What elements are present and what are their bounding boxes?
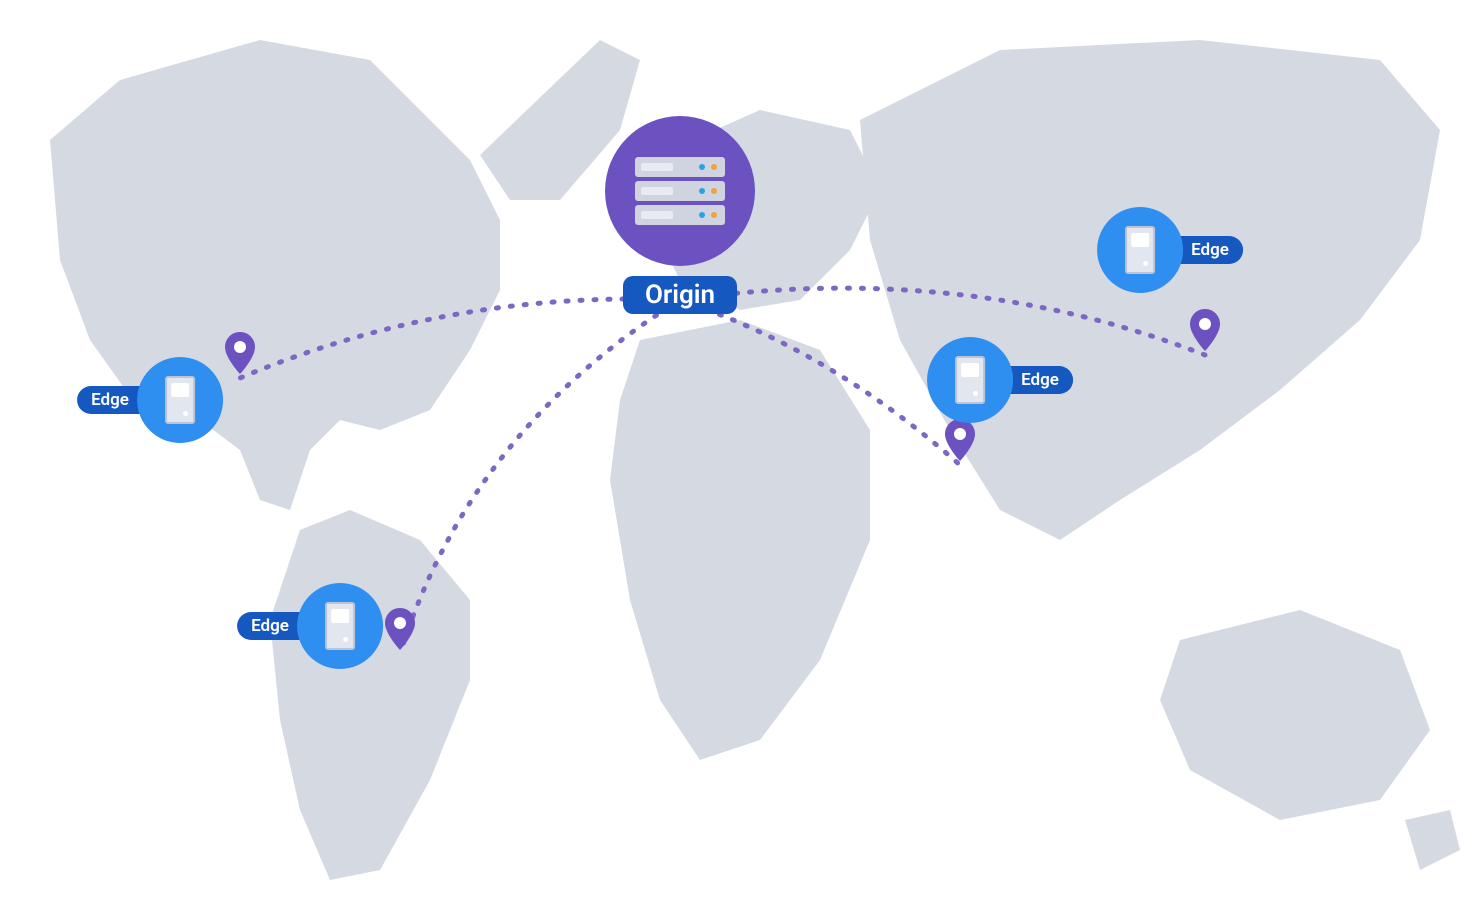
continent-africa (610, 320, 870, 760)
continent-south-america (270, 510, 470, 880)
edge-node-edge-japan: Edge (1097, 207, 1243, 293)
edge-server-icon (325, 602, 355, 650)
origin-node: Origin (605, 116, 755, 314)
cdn-world-diagram: Edge Edge Edge Edge Origin (0, 0, 1480, 919)
server-rack-icon (635, 157, 725, 225)
edge-server-icon (955, 356, 985, 404)
edge-circle (1097, 207, 1183, 293)
map-pin-pin-india (945, 419, 975, 465)
origin-circle (605, 116, 755, 266)
edge-server-icon (1125, 226, 1155, 274)
edge-circle (137, 357, 223, 443)
edge-node-edge-india: Edge (927, 337, 1073, 423)
edge-circle (297, 583, 383, 669)
edge-server-icon (165, 376, 195, 424)
continent-australia (1160, 610, 1460, 870)
map-pin-pin-japan (1190, 309, 1220, 355)
map-pin-pin-na (225, 332, 255, 378)
origin-label: Origin (623, 276, 737, 314)
edge-circle (927, 337, 1013, 423)
edge-node-edge-na: Edge (77, 357, 223, 443)
map-pin-pin-sa (385, 608, 415, 654)
edge-node-edge-sa: Edge (237, 583, 383, 669)
